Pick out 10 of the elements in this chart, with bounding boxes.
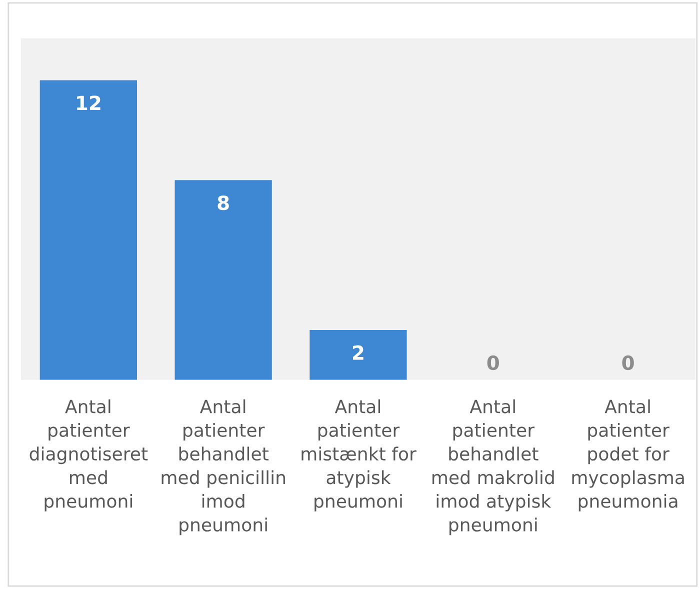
data-label: 12 [77, 96, 100, 110]
x-tick-label: Antal patienter mistænkt for atypisk pneumoni [302, 399, 416, 512]
x-tick-label: Antal patienter diagnotiseret med pneumoni [30, 399, 148, 512]
data-label: 2 [353, 345, 364, 360]
x-tick-label: Antal patienter behandlet med penicillin imod pneumoni [162, 399, 285, 536]
x-tick-label: Antal patienter behandlet med makrolid imod atypisk pneumoni [432, 399, 554, 536]
data-label: 0 [487, 355, 499, 370]
x-tick-label: Antal patienter podet for mycoplasma pneumonia [572, 399, 684, 512]
data-label: 0 [622, 355, 634, 370]
data-label: 8 [218, 195, 229, 210]
